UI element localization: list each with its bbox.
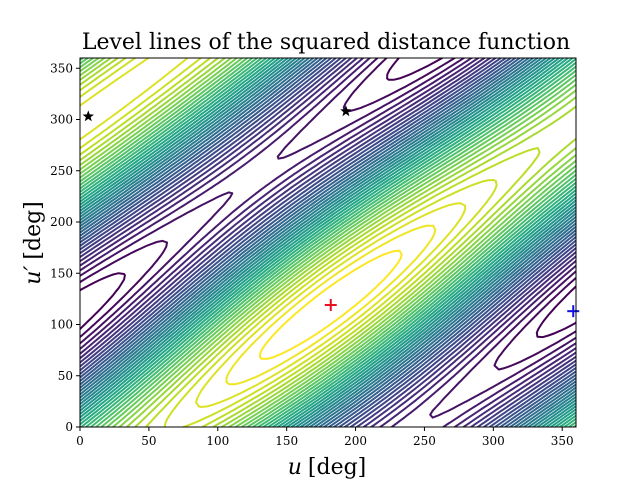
x-axis-label-unit: [deg]	[308, 455, 366, 480]
contour-level-line	[80, 58, 498, 427]
y-tick-label: 300	[50, 113, 73, 127]
contour-level-line	[80, 58, 576, 427]
contour-level-line	[80, 58, 576, 371]
x-axis: 0 50 100 150 200 250 300 350	[76, 427, 574, 448]
x-tick-label: 50	[141, 434, 156, 448]
contour-level-line	[80, 58, 576, 427]
contour-level-line	[80, 58, 467, 408]
minimum-plus-marker	[324, 299, 337, 312]
contour-level-line	[80, 58, 576, 427]
contour-level-line	[80, 58, 576, 427]
contour-level-line	[80, 58, 576, 427]
contour-level-line	[80, 58, 576, 427]
x-tick-label: 200	[344, 434, 367, 448]
chart-title: Level lines of the squared distance func…	[82, 30, 570, 55]
x-axis-label: u [deg]	[288, 455, 367, 480]
contour-level-line	[80, 58, 576, 427]
y-axis-label-var: u′	[21, 266, 46, 285]
contour-plot-area	[80, 58, 576, 427]
star-marker	[340, 105, 352, 117]
y-axis: 0 50 100 150 200 250 300 350	[50, 61, 80, 434]
star-marker	[82, 110, 94, 122]
contour-level-line	[80, 58, 576, 419]
x-tick-label: 150	[275, 434, 298, 448]
y-axis-label: u′ [deg]	[21, 201, 46, 285]
contour-level-line	[80, 58, 576, 427]
contour-level-line	[80, 58, 576, 427]
marker-layer	[82, 105, 580, 318]
contour-level-line	[80, 58, 576, 427]
y-tick-label: 0	[65, 420, 73, 434]
contour-level-line	[80, 58, 576, 427]
y-tick-label: 50	[58, 369, 73, 383]
contour-level-line	[80, 58, 576, 427]
contour-level-line	[80, 58, 576, 427]
x-axis-label-var: u	[288, 455, 302, 480]
y-tick-label: 350	[50, 61, 73, 75]
contour-level-line	[80, 58, 576, 339]
contour-level-line	[80, 58, 576, 427]
contour-level-line	[80, 58, 576, 427]
plot-frame	[79, 57, 577, 428]
x-tick-label: 0	[76, 434, 84, 448]
contour-level-line	[225, 224, 437, 386]
contour-level-line	[80, 58, 576, 427]
contour-level-line	[80, 58, 576, 427]
contour-level-line	[80, 58, 576, 427]
y-tick-label: 200	[50, 215, 73, 229]
contour-level-line	[80, 58, 576, 427]
x-tick-label: 100	[206, 434, 229, 448]
y-tick-label: 250	[50, 164, 73, 178]
y-tick-label: 100	[50, 318, 73, 332]
x-tick-label: 250	[413, 434, 436, 448]
x-tick-label: 300	[482, 434, 505, 448]
contour-level-line	[259, 249, 403, 360]
x-tick-label: 350	[551, 434, 574, 448]
boundary-plus-marker	[567, 305, 580, 318]
contour-level-line	[80, 58, 576, 427]
contour-level-line	[80, 58, 576, 427]
contour-level-line	[80, 58, 576, 427]
contour-level-line	[80, 58, 576, 427]
y-axis-label-unit: [deg]	[21, 201, 46, 259]
y-tick-label: 150	[50, 266, 73, 280]
